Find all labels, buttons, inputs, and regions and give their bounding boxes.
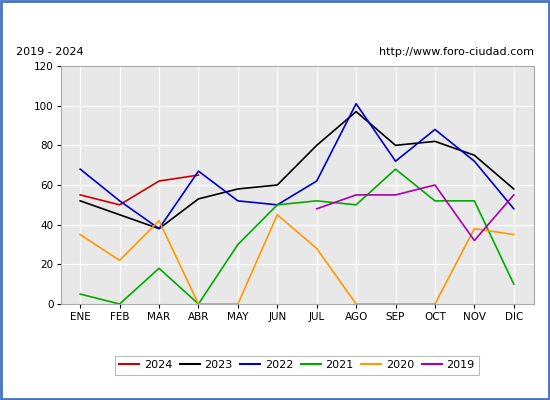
Text: 2019 - 2024: 2019 - 2024	[16, 47, 84, 57]
Text: http://www.foro-ciudad.com: http://www.foro-ciudad.com	[379, 47, 534, 57]
Legend: 2024, 2023, 2022, 2021, 2020, 2019: 2024, 2023, 2022, 2021, 2020, 2019	[115, 356, 479, 375]
Text: Evolucion Nº Turistas Extranjeros en el municipio de Cabanillas de la Sierra: Evolucion Nº Turistas Extranjeros en el …	[53, 14, 497, 28]
